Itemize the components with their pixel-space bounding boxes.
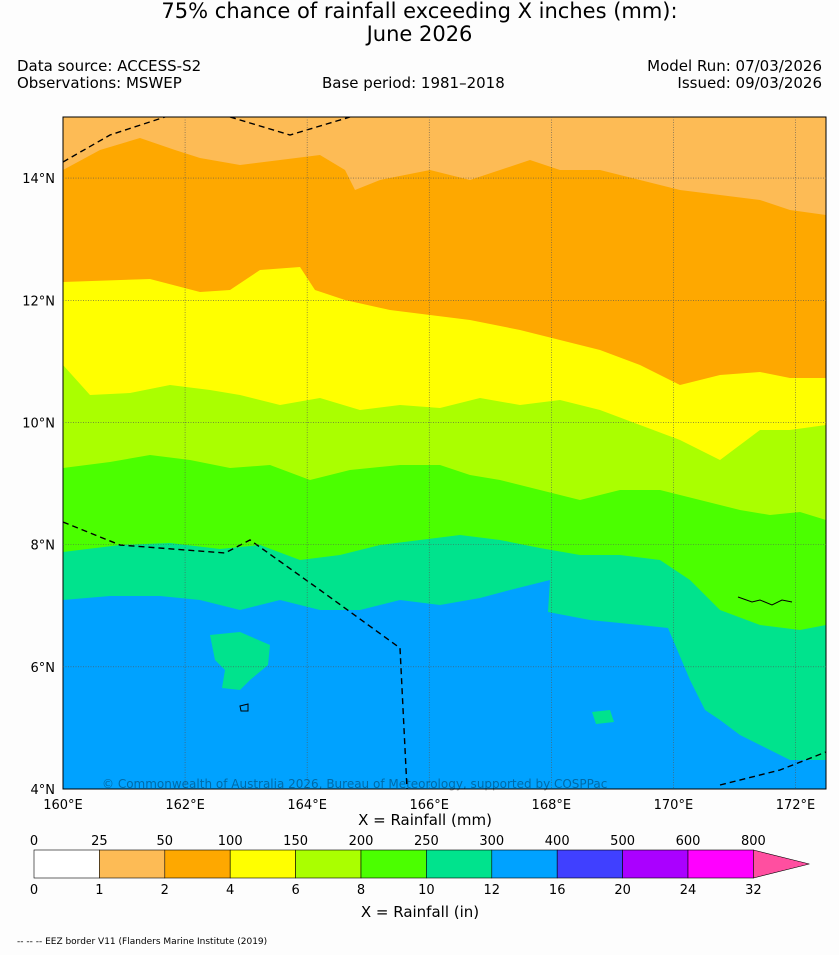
island-a [737,596,793,606]
lon-tick-label: 164°E [287,798,327,813]
legend-mm-tick: 250 [414,834,439,849]
legend-in-tick: 16 [549,883,566,898]
lat-tick-label: 12°N [22,294,55,309]
eez-border-north-b [229,117,351,136]
colorbar-segment [556,849,623,879]
lat-tick-label: 14°N [22,172,55,187]
legend-mm-ticks: 0 25 50 100 150 200 250 300 400 500 600 800 [30,834,766,849]
lat-tick-label: 10°N [22,416,55,431]
base-period: Base period: 1981–2018 [322,74,505,92]
legend-mm-tick: 200 [349,834,374,849]
lon-tick-labels: 160°E 162°E 164°E 166°E 168°E 170°E 172°E [43,798,815,813]
lat-tick-label: 8°N [31,539,56,554]
legend-in-tick: 24 [680,883,697,898]
legend-mm-tick: 800 [741,834,766,849]
colorbar-segment [164,849,231,879]
legend-in-tick: 12 [484,883,501,898]
island-b [239,703,249,712]
map-fill [63,117,826,789]
colorbar-segment [229,849,296,879]
colorbar-segment [360,849,427,879]
legend-in-tick: 1 [95,883,103,898]
legend-in-tick: 0 [30,883,38,898]
colorbar-segment [295,849,362,879]
legend-in-tick: 20 [614,883,631,898]
colorbar-segment [687,849,754,879]
map-title: 75% chance of rainfall exceeding X inche… [0,0,839,46]
legend-in-tick: 32 [745,883,762,898]
legend-mm-tick: 150 [283,834,308,849]
islands [239,596,793,712]
footer-eez-note: -- -- -- EEZ border V11 (Flanders Marine… [17,937,268,947]
legend-in-tick: 10 [418,883,435,898]
title-line2: June 2026 [366,22,473,46]
legend-in-tick: 4 [226,883,234,898]
zone-300-400 [63,580,826,789]
data-source: Data source: ACCESS-S2 [17,57,202,75]
copyright-notice: © Commonwealth of Australia 2026, Bureau… [102,777,608,791]
colorbar-segment [33,849,100,879]
eez-border-east [719,751,826,786]
legend-in-tick: 8 [357,883,365,898]
lon-tick-label: 160°E [43,798,83,813]
legend-mm-tick: 0 [30,834,38,849]
lat-tick-label: 4°N [31,783,56,798]
colorbar-extend-arrow [753,849,810,879]
zone-patch-250-300 [210,632,270,690]
lat-tick-label: 6°N [31,661,56,676]
legend-mm-tick: 500 [610,834,635,849]
lon-tick-label: 168°E [532,798,572,813]
colorbar-segment [491,849,558,879]
lon-tick-label: 170°E [654,798,694,813]
title-line1: 75% chance of rainfall exceeding X inche… [161,0,678,23]
eez-borders [63,117,826,789]
eez-border-south [63,521,408,789]
zone-patch-250-300-b [592,710,614,724]
colorbar-segment [622,849,689,879]
model-run: Model Run: 07/03/2026 [647,57,822,75]
gridlines [63,117,826,789]
legend-in-ticks: 0 1 2 4 6 8 10 12 16 20 24 32 [30,883,762,898]
legend-mm-tick: 600 [676,834,701,849]
legend-in-tick: 2 [161,883,169,898]
lon-tick-label: 162°E [165,798,205,813]
legend-mm-tick: 300 [479,834,504,849]
legend-in-tick: 6 [291,883,299,898]
eez-border-north [63,117,166,163]
lat-tick-labels: 4°N 6°N 8°N 10°N 12°N 14°N [22,172,55,798]
issued-date: Issued: 09/03/2026 [677,74,822,92]
map-frame [62,116,827,790]
legend-mm-tick: 25 [91,834,108,849]
legend-in-label: X = Rainfall (in) [361,903,479,921]
lon-tick-label: 172°E [776,798,816,813]
lon-tick-label: 166°E [409,798,449,813]
legend-mm-tick: 50 [157,834,174,849]
legend-mm-tick: 100 [218,834,243,849]
observations: Observations: MSWEP [17,74,182,92]
legend-colorbar [33,849,810,879]
colorbar-segment [426,849,493,879]
legend-mm-tick: 400 [545,834,570,849]
legend-mm-label: X = Rainfall (mm) [358,811,492,829]
colorbar-segment [99,849,166,879]
